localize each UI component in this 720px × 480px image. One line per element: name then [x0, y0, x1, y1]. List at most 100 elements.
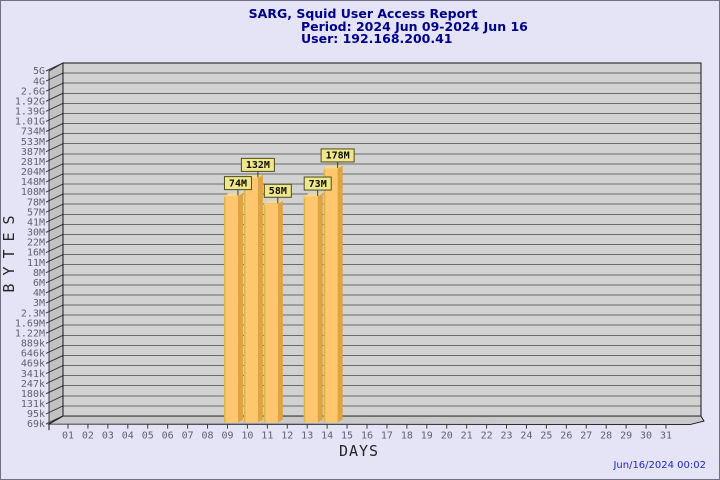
y-axis-tick — [45, 324, 64, 334]
y-tick-label: 341k — [21, 369, 45, 380]
y-axis-tick — [45, 173, 64, 183]
x-tick-label: 02 — [82, 431, 94, 442]
y-tick-label: 95k — [27, 409, 45, 420]
y-tick-label: 78M — [27, 197, 45, 208]
bar-side — [277, 200, 283, 423]
bar-face — [263, 203, 278, 423]
y-tick-label: 16M — [27, 248, 45, 259]
report-title: SARG, Squid User Access Report — [248, 6, 478, 21]
y-tick-label: 734M — [21, 127, 45, 138]
x-tick-label: 21 — [461, 431, 473, 442]
y-axis-tick — [45, 62, 64, 72]
x-tick-label: 14 — [321, 431, 333, 442]
y-axis-tick — [45, 102, 64, 112]
y-tick-label: 57M — [27, 207, 45, 218]
plot-back-wall — [63, 63, 701, 417]
value-label-text: 132M — [246, 160, 270, 171]
y-axis-tick — [45, 355, 64, 364]
value-label-text: 58M — [269, 186, 287, 197]
report-user: User: 192.168.200.41 — [301, 31, 453, 46]
value-label-box — [263, 183, 292, 198]
y-tick-label: 69k — [27, 419, 45, 430]
y-tick-label: 204M — [21, 167, 45, 178]
y-tick-label: 1.39G — [15, 107, 45, 118]
x-tick-label: 05 — [142, 431, 154, 442]
bar — [243, 174, 263, 423]
x-tick-label: 22 — [481, 431, 493, 442]
y-axis-tick — [45, 274, 64, 284]
x-tick-label: 27 — [580, 431, 592, 442]
y-tick-label: 3M — [33, 298, 45, 309]
x-tick-label: 01 — [62, 431, 74, 442]
y-axis-tick — [45, 334, 64, 344]
y-axis-tick — [45, 163, 64, 173]
x-tick-label: 25 — [540, 431, 552, 442]
y-axis-tick — [45, 385, 64, 395]
x-tick-label: 03 — [102, 431, 114, 442]
x-axis-title: DAYS — [339, 442, 379, 460]
x-tick-label: 13 — [301, 431, 313, 442]
y-axis-tick — [45, 254, 64, 264]
y-axis-tick — [45, 405, 64, 415]
bar — [223, 193, 243, 423]
value-label-box — [303, 176, 332, 191]
y-axis-tick — [45, 183, 64, 193]
y-axis-tick — [45, 72, 64, 82]
bar-side — [317, 193, 323, 423]
y-tick-label: 387M — [21, 147, 45, 158]
y-tick-label: 1.22M — [15, 328, 45, 339]
y-tick-label: 4G — [33, 76, 45, 87]
plot-frame — [62, 62, 702, 417]
y-tick-label: 2.6G — [21, 86, 45, 97]
x-tick-label: 30 — [640, 431, 652, 442]
x-tick-label: 18 — [401, 431, 413, 442]
y-tick-label: 22M — [27, 238, 45, 249]
y-tick-label: 6M — [33, 278, 45, 289]
bar — [323, 165, 343, 423]
y-axis-tick — [45, 92, 64, 102]
x-tick-label: 11 — [261, 431, 273, 442]
y-axis-tick — [45, 213, 64, 223]
value-label-box — [240, 157, 275, 172]
x-tick-label: 28 — [600, 431, 612, 442]
y-axis-tick — [45, 112, 64, 122]
x-tick-label: 16 — [361, 431, 373, 442]
x-tick-label: 20 — [441, 431, 453, 442]
y-axis-tick — [45, 133, 64, 143]
x-tick-label: 09 — [221, 431, 233, 442]
x-tick-label: 08 — [202, 431, 214, 442]
x-tick-label: 04 — [122, 431, 134, 442]
y-axis-tick — [45, 395, 64, 405]
y-axis-tick — [45, 203, 64, 213]
y-tick-label: 247k — [21, 379, 45, 390]
y-axis-tick — [45, 375, 64, 385]
value-label-box — [320, 148, 355, 163]
value-label-text: 73M — [309, 179, 327, 190]
bar-side — [257, 174, 263, 423]
y-axis-tick — [45, 234, 64, 243]
x-tick-label: 17 — [381, 431, 393, 442]
y-tick-label: 131k — [21, 399, 45, 410]
x-tick-label: 29 — [620, 431, 632, 442]
bar-face — [243, 177, 258, 423]
x-tick-label: 24 — [520, 431, 532, 442]
bars-group — [223, 165, 343, 423]
x-tick-label: 07 — [182, 431, 194, 442]
y-tick-label: 889k — [21, 339, 45, 350]
y-axis-tick — [45, 153, 64, 163]
bar-side — [337, 165, 343, 423]
plot-floor — [47, 415, 705, 426]
bar — [263, 200, 283, 423]
y-tick-label: 533M — [21, 137, 45, 148]
y-tick-label: 2.3M — [21, 308, 45, 319]
y-axis-tick — [45, 284, 64, 294]
y-tick-label: 1.01G — [15, 117, 45, 128]
y-axis-tick — [45, 143, 64, 153]
y-axis-tick — [45, 264, 64, 274]
bar — [303, 193, 323, 423]
bar-face — [303, 196, 318, 423]
y-tick-label: 646k — [21, 349, 45, 360]
x-tick-label: 26 — [560, 431, 572, 442]
